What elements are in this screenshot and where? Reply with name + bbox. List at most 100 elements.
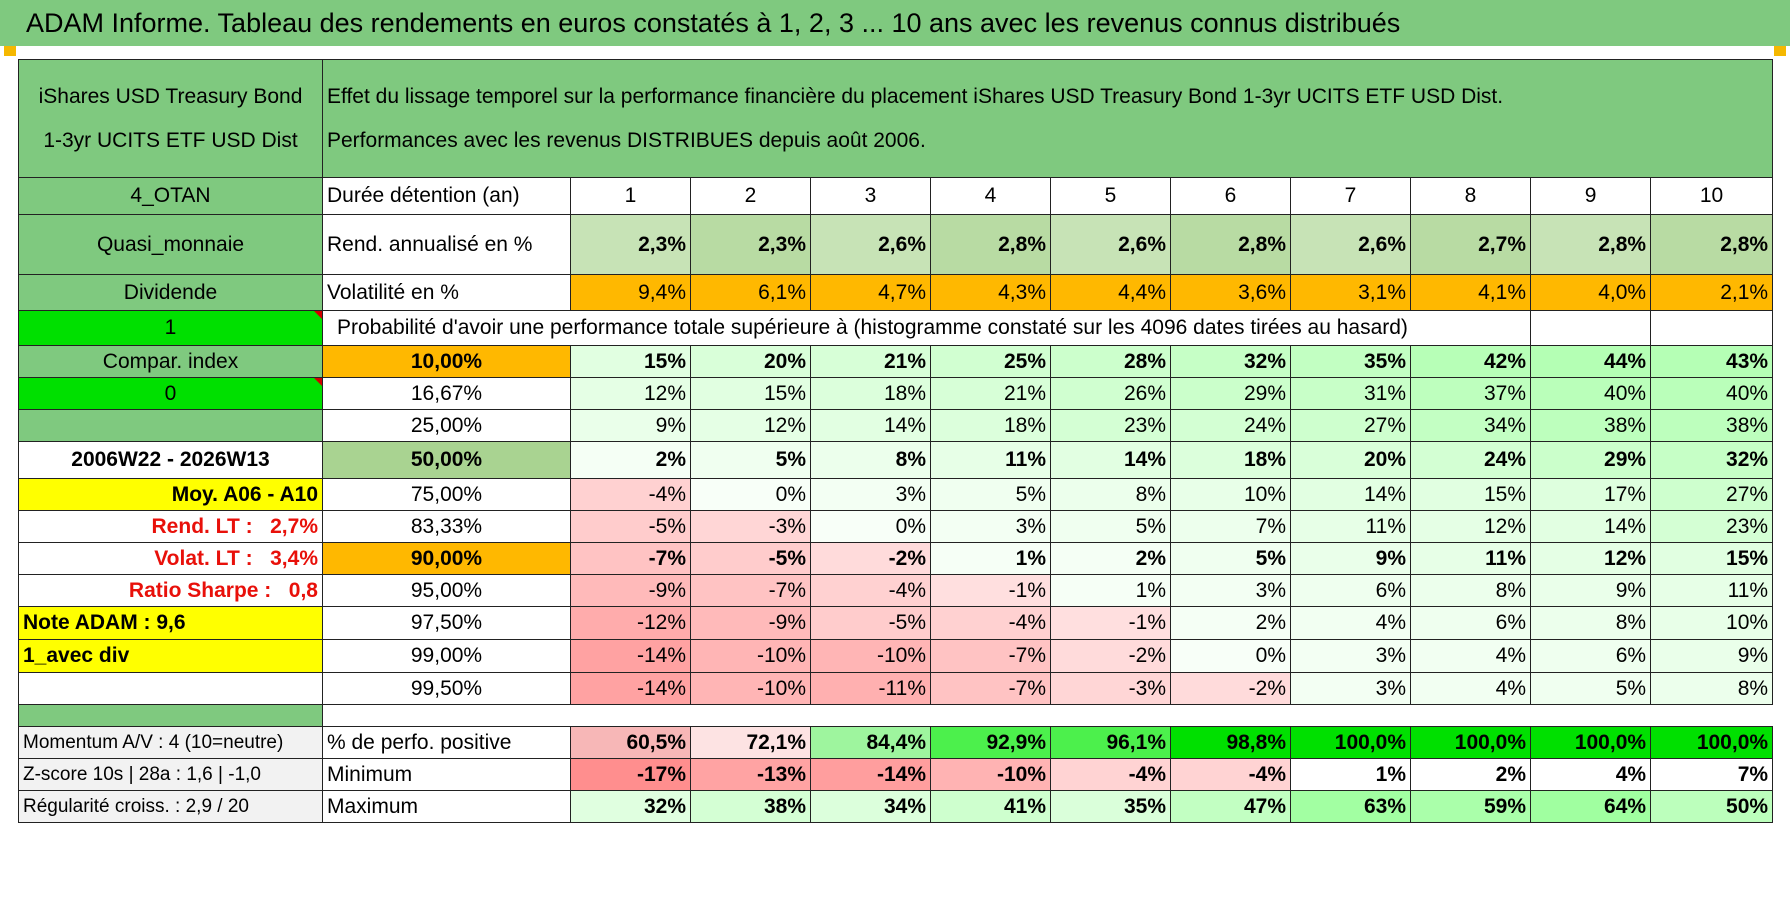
lt-value: 3,4% [270,546,318,570]
note-adam-label: Note ADAM : 9,6 [18,606,323,640]
bottom-row: Régularité croiss. : 2,9 / 20 Maximum 32% 3… [18,790,1774,823]
quantile-value-cell: 18% [810,377,931,410]
quantile-value-cell: 12% [1529,542,1652,575]
quantile-value-cell: 18% [1170,441,1291,479]
bottom-value-cell: 35% [1050,790,1171,823]
bottom-value-cell: -4% [1050,758,1171,791]
quantile-value-cell: 15% [570,345,691,378]
returns-table: iShares USD Treasury Bond 1-3yr UCITS ET… [18,59,1774,823]
quantile-value-cell: 2% [570,441,691,479]
quantile-value-cell: 0% [1170,639,1291,673]
quantile-value-cell: 42% [1410,345,1531,378]
quantile-value-cell: 3% [930,510,1051,543]
quantile-value-cell: 4% [1290,606,1411,640]
quantile-value-cell: -5% [810,606,931,640]
lt-value: 0,8 [288,578,318,602]
quantile-value-cell: 24% [1410,441,1531,479]
threshold-cell: 90,00% [322,542,571,575]
bottom-value-cell: 72,1% [690,726,811,759]
quantile-value-cell: 11% [1290,510,1411,543]
rend-value-2: 2,3% [690,214,811,275]
year-header-2: 2 [690,177,811,215]
maximum-label: Maximum [322,790,571,823]
quantile-value-cell: 9% [1650,639,1774,673]
quantile-value-cell: 8% [1650,672,1774,705]
quantile-value-cell: 18% [930,409,1051,442]
period-label: 2006W22 - 2026W13 [18,441,323,479]
quantile-value-cell: 32% [1170,345,1291,378]
quantile-row: Ratio Sharpe : 0,8 95,00% -9% -7% -4% -1% 1% 3%… [18,574,1774,607]
quantile-row: Moy. A06 - A10 75,00% -4% 0% 3% 5% 8% 10% 14% 15%… [18,478,1774,511]
vol-label: Volatilité en % [322,274,571,311]
bottom-value-cell: 41% [930,790,1051,823]
vol-value-10: 2,1% [1650,274,1774,311]
quantile-value-cell: 5% [930,478,1051,511]
quantile-value-cell: 6% [1410,606,1531,640]
bottom-value-cell: 4% [1529,758,1652,791]
quantile-value-cell: 38% [1650,409,1774,442]
quantile-value-cell: 10% [1170,478,1291,511]
bottom-value-cell: 34% [810,790,931,823]
quantile-value-cell: 8% [1529,606,1652,640]
quantile-value-cell: 24% [1170,409,1291,442]
quantile-value-cell: 1% [1050,574,1171,607]
bottom-value-cell: 100,0% [1290,726,1411,759]
quantile-value-cell: 11% [1410,542,1531,575]
fund-name-line2: 1-3yr UCITS ETF USD Dist [43,128,298,152]
rend-value-5: 2,6% [1050,214,1171,275]
vol-value-2: 6,1% [690,274,811,311]
flag-one: 1 [18,310,323,346]
moy-label: Moy. A06 - A10 [18,478,323,511]
description-cell-end [1650,59,1774,178]
code-label: 4_OTAN [18,177,323,215]
spacer-blank [323,705,1773,727]
quantile-value-cell: 15% [1410,478,1531,511]
bottom-value-cell: 96,1% [1050,726,1171,759]
quantile-value-cell: -5% [570,510,691,543]
quantile-value-cell: 28% [1050,345,1171,378]
quantile-value-cell: 14% [1050,441,1171,479]
quantile-value-cell: 14% [1290,478,1411,511]
quantile-value-cell: -10% [810,639,931,673]
rend-value-7: 2,6% [1290,214,1411,275]
quantile-value-cell: 8% [1050,478,1171,511]
empty-label [18,672,323,705]
quantile-value-cell: 12% [570,377,691,410]
quantile-value-cell: 29% [1529,441,1652,479]
bottom-value-cell: 50% [1650,790,1774,823]
quantile-value-cell: 12% [690,409,811,442]
volat-lt-label: Volat. LT : 3,4% [18,542,323,575]
bottom-value-cell: -14% [810,758,931,791]
header-row: iShares USD Treasury Bond 1-3yr UCITS ET… [18,59,1774,178]
quantile-value-cell: -4% [810,574,931,607]
quantile-value-cell: 23% [1050,409,1171,442]
quantile-value-cell: 9% [1290,542,1411,575]
quantile-value-cell: 6% [1290,574,1411,607]
quantile-value-cell: -3% [690,510,811,543]
quantile-value-cell: -7% [690,574,811,607]
quantile-value-cell: 9% [1529,574,1652,607]
quantile-value-cell: -7% [930,639,1051,673]
vol-value-7: 3,1% [1290,274,1411,311]
quantile-value-cell: -9% [570,574,691,607]
quantile-value-cell: -4% [570,478,691,511]
quantile-value-cell: 17% [1529,478,1652,511]
zscore-label: Z-score 10s | 28a : 1,6 | -1,0 [18,758,323,791]
vol-value-8: 4,1% [1410,274,1531,311]
quantile-value-cell: -1% [1050,606,1171,640]
quantile-value-cell: 7% [1170,510,1291,543]
quantile-value-cell: -2% [1170,672,1291,705]
threshold-cell: 95,00% [322,574,571,607]
year-header-9: 9 [1529,177,1652,215]
vol-value-5: 4,4% [1050,274,1171,311]
rend-label: Rend. annualisé en % [322,214,571,275]
threshold-cell: 50,00% [322,441,571,479]
avec-div-label: 1_avec div [18,639,323,673]
threshold-cell: 10,00% [322,345,571,378]
quantile-value-cell: -11% [810,672,931,705]
quantile-value-cell: -2% [1050,639,1171,673]
quantile-row: Note ADAM : 9,6 97,50% -12% -9% -5% -4% -1% 2% 4… [18,606,1774,640]
bottom-value-cell: 100,0% [1410,726,1531,759]
quantile-value-cell: 40% [1529,377,1652,410]
description-line1: Effet du lissage temporel sur la perform… [327,84,1504,108]
